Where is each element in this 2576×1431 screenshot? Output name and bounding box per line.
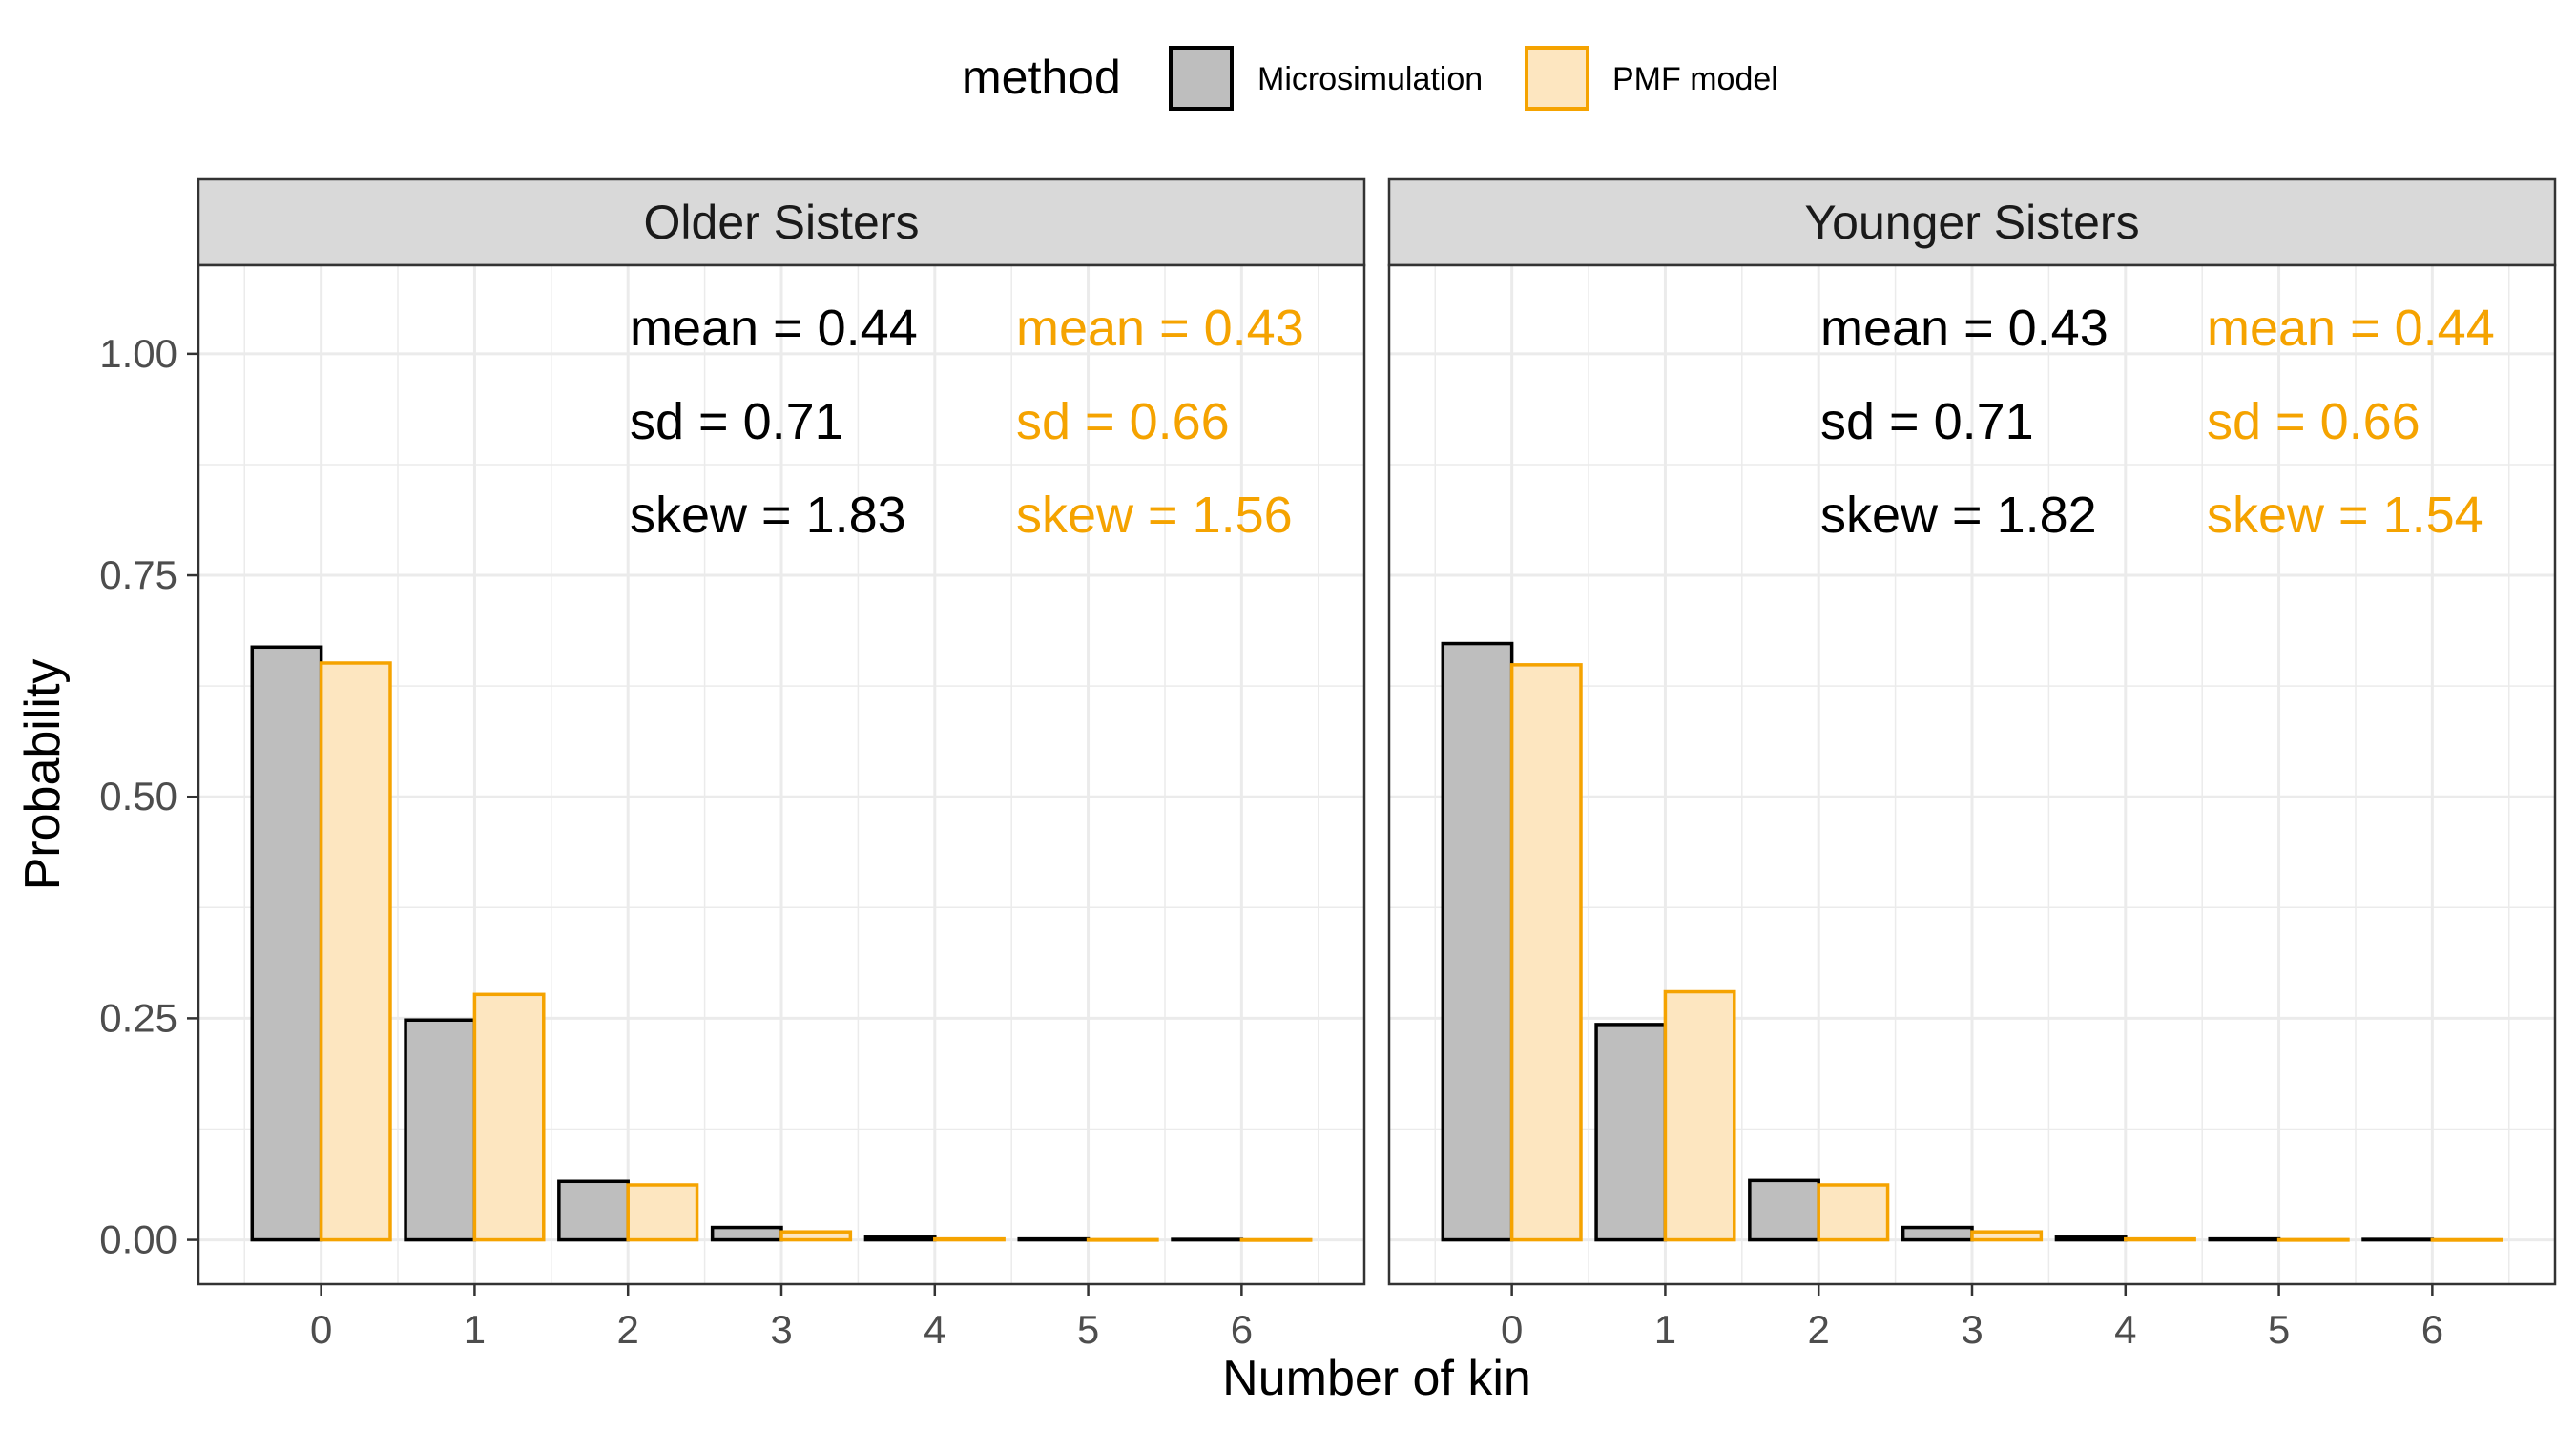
- bar-microsimulation: [1594, 1023, 1668, 1242]
- legend-label-pmf-model: PMF model: [1612, 61, 1778, 97]
- bar-microsimulation: [1901, 1225, 1974, 1242]
- annotation-pmf-model: mean = 0.43: [1016, 300, 1304, 357]
- bar-pmf-model: [1509, 663, 1583, 1242]
- annotation-microsimulation: mean = 0.43: [1820, 300, 2109, 357]
- facet-title: Older Sisters: [644, 196, 920, 249]
- bar-pmf-model: [2430, 1237, 2503, 1242]
- x-tick-label: 3: [770, 1307, 792, 1352]
- facet-panels: Older Sisters mean = 0.44 sd = 0.71 skew = …: [99, 177, 2557, 1352]
- annotation-microsimulation: sd = 0.71: [1820, 393, 2034, 450]
- x-axis-title: Number of kin: [1222, 1351, 1531, 1406]
- legend-key-microsimulation: [1169, 46, 1234, 111]
- x-tick-label: 0: [310, 1307, 332, 1352]
- facet-strip: [1387, 177, 2557, 267]
- x-tick-label: 2: [617, 1307, 639, 1352]
- bar-microsimulation: [1017, 1236, 1091, 1242]
- y-tick-label: 0.75: [99, 552, 177, 597]
- facet-title: Younger Sisters: [1804, 196, 2139, 249]
- annotation-pmf-model: sd = 0.66: [1016, 393, 1230, 450]
- bar-pmf-model: [472, 992, 546, 1242]
- bar-microsimulation: [250, 645, 323, 1242]
- x-tick-label: 1: [1654, 1307, 1676, 1352]
- x-tick-label: 5: [2268, 1307, 2290, 1352]
- bar-microsimulation: [557, 1179, 630, 1242]
- annotation-pmf-model: skew = 1.54: [2207, 487, 2483, 544]
- y-tick-label: 0.50: [99, 774, 177, 819]
- x-tick-label: 4: [924, 1307, 945, 1352]
- bar-pmf-model: [1086, 1237, 1159, 1242]
- annotation-microsimulation: skew = 1.82: [1820, 487, 2097, 544]
- legend-label-microsimulation: Microsimulation: [1257, 61, 1483, 97]
- bar-microsimulation: [404, 1018, 477, 1242]
- bar-pmf-model: [2276, 1237, 2350, 1242]
- x-tick-label: 5: [1077, 1307, 1099, 1352]
- y-tick-label: 0.25: [99, 995, 177, 1040]
- bar-microsimulation: [2361, 1237, 2435, 1242]
- bar-pmf-model: [779, 1230, 853, 1242]
- bar-microsimulation: [1171, 1237, 1244, 1242]
- bar-pmf-model: [2124, 1236, 2196, 1242]
- bar-pmf-model: [1970, 1230, 2044, 1242]
- y-tick-label: 1.00: [99, 331, 177, 376]
- legend-key-pmf-model: [1525, 46, 1589, 111]
- y-tick-label: 0.00: [99, 1217, 177, 1262]
- bar-pmf-model: [933, 1236, 1006, 1242]
- bar-microsimulation: [2208, 1236, 2281, 1242]
- bar-microsimulation: [2054, 1235, 2128, 1242]
- x-tick-label: 1: [464, 1307, 486, 1352]
- annotation-microsimulation: skew = 1.83: [630, 487, 906, 544]
- bar-pmf-model: [1239, 1237, 1313, 1242]
- x-tick-label: 0: [1501, 1307, 1523, 1352]
- legend: method Microsimulation PMF model: [962, 46, 1778, 111]
- bar-microsimulation: [1748, 1178, 1820, 1242]
- annotation-pmf-model: mean = 0.44: [2207, 300, 2495, 357]
- bar-pmf-model: [319, 661, 392, 1242]
- x-tick-label: 4: [2114, 1307, 2136, 1352]
- annotation-microsimulation: sd = 0.71: [630, 393, 843, 450]
- x-tick-label: 3: [1961, 1307, 1983, 1352]
- bar-pmf-model: [1663, 989, 1736, 1242]
- x-tick-label: 6: [1231, 1307, 1253, 1352]
- annotation-microsimulation: mean = 0.44: [630, 300, 918, 357]
- bar-pmf-model: [626, 1183, 699, 1242]
- x-tick-label: 2: [1808, 1307, 1830, 1352]
- bar-pmf-model: [1817, 1183, 1890, 1242]
- facet-panel-older-sisters: Older Sisters mean = 0.44 sd = 0.71 skew = …: [99, 177, 1366, 1352]
- x-tick-label: 6: [2421, 1307, 2443, 1352]
- bar-microsimulation: [863, 1235, 937, 1242]
- facet-strip: [197, 177, 1366, 267]
- y-axis-title: Probability: [15, 659, 71, 891]
- annotation-pmf-model: sd = 0.66: [2207, 393, 2420, 450]
- bar-microsimulation: [710, 1225, 783, 1242]
- bar-microsimulation: [1441, 641, 1514, 1242]
- annotation-pmf-model: skew = 1.56: [1016, 487, 1293, 544]
- legend-title: method: [962, 51, 1121, 104]
- facet-panel-younger-sisters: Younger Sisters mean = 0.43 sd = 0.71 skew …: [1387, 177, 2557, 1352]
